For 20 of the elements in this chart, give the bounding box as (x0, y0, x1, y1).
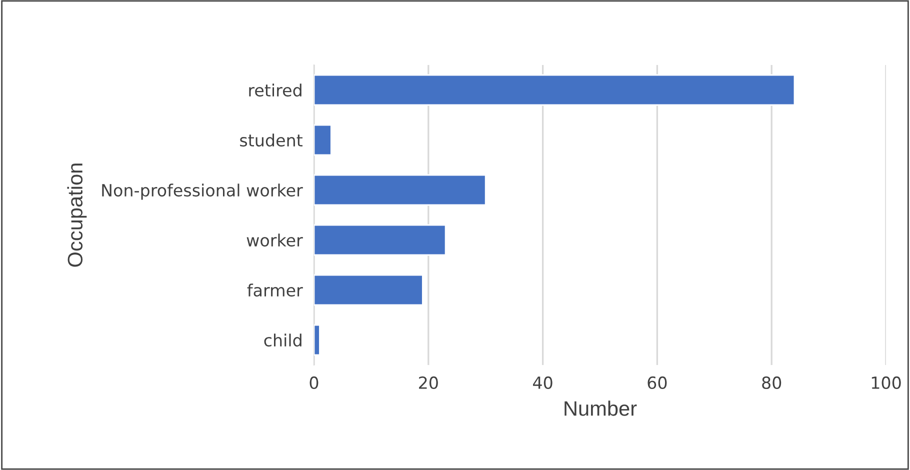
y-tick-label: student (240, 134, 302, 147)
y-tick-label: worker (246, 234, 303, 247)
y-axis-title: Occupation (67, 164, 87, 267)
y-tick-label: child (264, 334, 302, 347)
x-tick-label: 0 (310, 376, 318, 390)
y-tick-label: farmer (247, 284, 303, 297)
bar (314, 124, 332, 156)
bar (314, 74, 796, 106)
x-tick-label: 100 (872, 376, 901, 390)
x-tick-label: 60 (648, 376, 667, 390)
y-tick-label: Non-professional worker (102, 184, 303, 200)
x-tick-label: 20 (419, 376, 438, 390)
y-tick-label: retired (249, 84, 302, 97)
bar (314, 224, 446, 256)
bar (314, 324, 320, 356)
x-tick-label: 80 (762, 376, 782, 390)
bar (314, 174, 486, 206)
x-axis-title: Number (564, 400, 637, 416)
x-tick-label: 40 (533, 376, 552, 390)
bar (314, 274, 424, 306)
